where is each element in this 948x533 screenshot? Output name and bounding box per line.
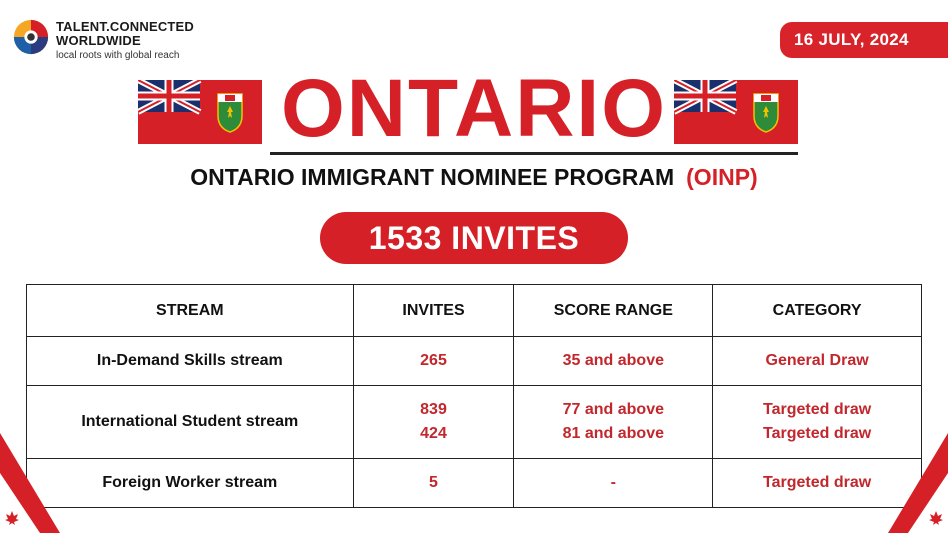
stream-cell: Foreign Worker stream <box>26 458 354 508</box>
column-header-stream: STREAM <box>26 284 354 337</box>
brand-logo: TALENT.CONNECTED WORLDWIDE local roots w… <box>12 18 194 61</box>
brand-tagline: local roots with global reach <box>56 50 180 61</box>
program-name: ONTARIO IMMIGRANT NOMINEE PROGRAM <box>190 164 675 190</box>
ontario-shield-icon <box>753 93 779 133</box>
category-cell: Targeted draw Targeted draw <box>712 385 922 459</box>
left-corner-decoration <box>0 433 60 533</box>
page-title: ONTARIO <box>280 63 667 154</box>
program-acronym: (OINP) <box>686 164 758 190</box>
stream-cell: In-Demand Skills stream <box>26 336 354 386</box>
ontario-flag-icon <box>674 80 798 144</box>
maple-leaf-icon <box>5 511 19 525</box>
score-range-cell: 77 and above 81 and above <box>513 385 714 459</box>
table-row: In-Demand Skills stream 265 35 and above… <box>26 336 922 386</box>
date-badge: 16 JULY, 2024 <box>780 22 948 58</box>
column-header-invites: INVITES <box>352 284 515 337</box>
brand-text: TALENT.CONNECTED WORLDWIDE local roots w… <box>56 19 195 62</box>
column-header-score-range: SCORE RANGE <box>513 284 714 337</box>
ontario-shield-icon <box>217 93 243 133</box>
invites-cell: 839 424 <box>352 385 515 459</box>
brand-name-line2: WORLDWIDE <box>56 33 141 48</box>
category-cell: Targeted draw <box>712 458 922 508</box>
table-header-row: STREAM INVITES SCORE RANGE CATEGORY <box>26 284 922 337</box>
title-divider <box>270 152 798 155</box>
total-invites-badge: 1533 INVITES <box>320 212 628 264</box>
ontario-flag-icon <box>138 80 262 144</box>
score-range-cell: - <box>513 458 714 508</box>
category-cell: General Draw <box>712 336 922 386</box>
table-row: Foreign Worker stream 5 - Targeted draw <box>26 458 922 508</box>
draw-results-table: STREAM INVITES SCORE RANGE CATEGORY In-D… <box>26 284 922 508</box>
score-range-cell: 35 and above <box>513 336 714 386</box>
invites-cell: 5 <box>352 458 515 508</box>
stream-cell: International Student stream <box>26 385 354 459</box>
talent-connected-logo-icon <box>13 19 49 55</box>
table-row: International Student stream 839 424 77 … <box>26 385 922 459</box>
invites-cell: 265 <box>352 336 515 386</box>
program-subtitle: ONTARIO IMMIGRANT NOMINEE PROGRAM (OINP) <box>0 164 948 191</box>
right-corner-decoration <box>888 433 948 533</box>
column-header-category: CATEGORY <box>712 284 922 337</box>
maple-leaf-icon <box>929 511 943 525</box>
brand-name-line1: TALENT.CONNECTED <box>56 19 195 34</box>
union-jack-icon <box>674 80 738 115</box>
union-jack-icon <box>138 80 202 115</box>
